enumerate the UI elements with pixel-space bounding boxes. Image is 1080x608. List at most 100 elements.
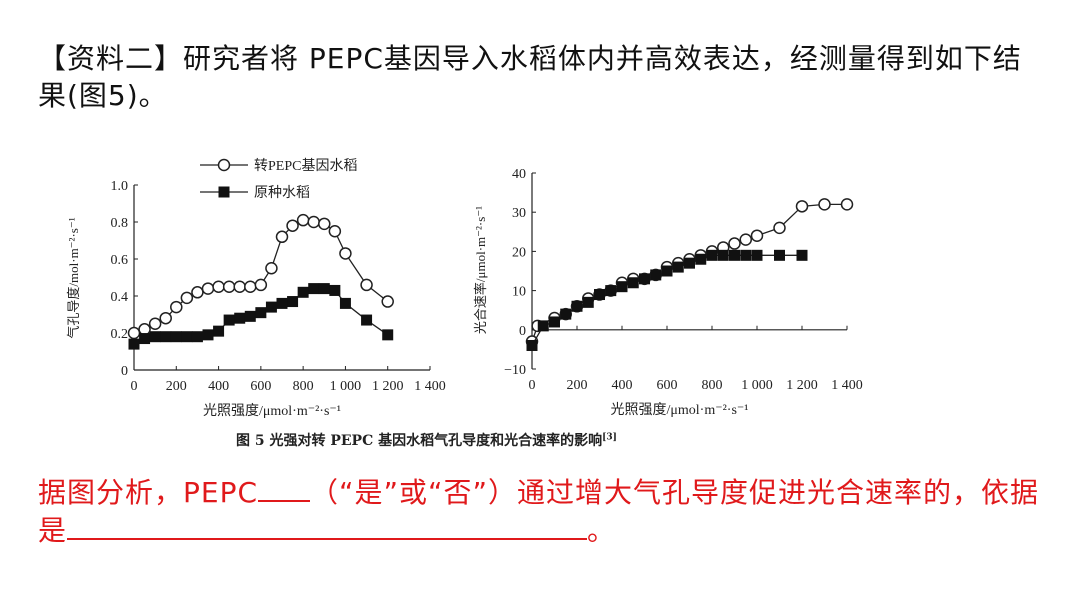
data-point-square	[627, 277, 639, 289]
series-wildtype	[526, 249, 808, 351]
data-point-square	[549, 316, 560, 328]
data-point-circle	[694, 249, 707, 262]
data-point-square	[582, 296, 594, 308]
data-point-square	[128, 338, 140, 350]
data-point-square	[234, 312, 246, 324]
data-point-circle	[773, 221, 786, 235]
data-point-square	[571, 300, 583, 312]
data-point-square	[255, 307, 267, 319]
legend-marker-square	[218, 186, 230, 198]
figure-caption: 图 5 光强对转 PEPC 基因水稻气孔导度和光合速率的影响[3]	[236, 430, 617, 450]
x-tick-label: 1 400	[831, 378, 863, 393]
y-tick-label: 0.2	[111, 327, 129, 342]
answer-blank-reason[interactable]	[67, 512, 588, 540]
x-tick-label: 1 200	[786, 378, 818, 393]
x-tick-label: 400	[208, 379, 229, 394]
legend-label: 原种水稻	[254, 185, 310, 201]
x-tick-label: 200	[166, 379, 187, 394]
data-point-square	[382, 329, 394, 341]
legend-marker-circle	[217, 158, 231, 172]
data-point-circle	[548, 311, 561, 325]
data-point-square	[318, 283, 330, 295]
chart-panel-1: 0 200 400 600 800 1 000 1 200 1 400 0 0.2 0.4 0.6 0.…	[66, 157, 446, 419]
data-point-square	[639, 273, 650, 285]
data-point-square	[560, 308, 572, 320]
x-tick-label: 1 400	[414, 379, 446, 394]
series-line	[133, 287, 389, 345]
x-tick-label: 200	[567, 378, 588, 393]
data-point-circle	[660, 260, 674, 274]
question-part2: （“是”或“否”）通过增大气孔导度促进光合速率的，依据是	[38, 476, 1040, 547]
data-point-circle	[627, 272, 640, 286]
legend-label: 转PEPC基因水稻	[254, 157, 357, 174]
data-point-circle	[201, 282, 215, 295]
x-tick-label: 600	[250, 379, 271, 394]
x-tick-label: 0	[529, 378, 536, 393]
data-point-circle	[818, 198, 831, 211]
data-point-square	[213, 325, 225, 337]
data-point-circle	[531, 319, 544, 333]
data-point-circle	[233, 280, 246, 293]
series-wildtype	[128, 283, 394, 350]
x-tick-label: 400	[612, 378, 633, 393]
data-point-square	[537, 320, 549, 332]
series-line	[531, 203, 847, 342]
data-point-square	[661, 265, 673, 277]
y-tick-label: 0	[121, 364, 128, 379]
data-point-square	[796, 249, 808, 261]
data-point-square	[202, 329, 214, 341]
data-point-circle	[180, 291, 194, 305]
data-point-square	[594, 289, 605, 301]
data-point-circle	[582, 292, 595, 305]
series-line	[531, 254, 802, 346]
data-point-square	[139, 333, 151, 345]
data-point-circle	[593, 288, 606, 301]
data-point-square	[308, 283, 320, 295]
data-point-square	[774, 249, 785, 261]
data-point-square	[339, 297, 351, 309]
intro-paragraph: 【资料二】研究者将 PEPC基因导入水稻体内并高效表达，经测量得到如下结果(图5…	[38, 40, 1048, 114]
intro-bracket-label: 【资料二】	[38, 42, 184, 75]
data-point-square	[706, 249, 718, 261]
data-point-circle	[212, 280, 225, 293]
data-point-square	[616, 281, 628, 293]
x-tick-label: 1 000	[741, 378, 773, 393]
data-point-square	[244, 310, 256, 322]
question-part1: 据图分析，PEPC	[38, 476, 259, 509]
y-tick-label: 40	[512, 167, 526, 182]
data-point-square	[181, 331, 193, 343]
data-point-circle	[728, 237, 741, 250]
data-point-square	[170, 331, 182, 343]
data-point-square	[149, 331, 161, 343]
data-point-circle	[615, 276, 629, 290]
data-point-square	[672, 261, 684, 273]
data-point-circle	[244, 280, 257, 293]
y-tick-label: −10	[504, 363, 526, 378]
figure-caption-ref: [3]	[602, 432, 617, 443]
x-tick-label: 800	[293, 379, 314, 394]
y-axis-label: 光合速率/μmol·m⁻²·s⁻¹	[473, 206, 488, 334]
answer-blank-yes-no[interactable]	[258, 474, 311, 502]
y-tick-label: 0.4	[111, 290, 129, 305]
data-point-square	[329, 284, 341, 296]
data-point-circle	[275, 230, 289, 244]
data-point-square	[717, 249, 729, 261]
x-tick-label: 0	[131, 379, 138, 394]
data-point-circle	[328, 225, 342, 238]
data-point-square	[361, 314, 373, 326]
data-point-circle	[381, 295, 394, 308]
data-point-circle	[159, 311, 172, 325]
data-point-square	[160, 331, 172, 343]
data-point-circle	[559, 307, 572, 321]
data-point-circle	[604, 284, 617, 297]
data-point-circle	[649, 268, 662, 282]
intro-text: 研究者将 PEPC基因导入水稻体内并高效表达，经测量得到如下结果(图5)。	[38, 42, 1022, 112]
x-axis-label: 光照强度/μmol·m⁻²·s⁻¹	[203, 403, 341, 419]
data-point-square	[650, 269, 662, 281]
data-point-circle	[286, 219, 299, 232]
data-point-square	[191, 331, 203, 343]
data-point-circle	[265, 262, 278, 275]
data-point-square	[740, 249, 752, 261]
series-transgenic	[127, 213, 394, 340]
